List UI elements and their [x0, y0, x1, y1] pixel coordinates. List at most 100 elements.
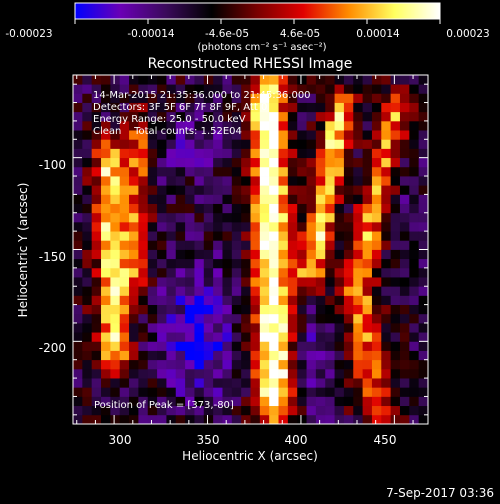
heatmap-cell: [138, 378, 149, 388]
heatmap-cell: [362, 84, 373, 94]
heatmap-cell: [231, 396, 242, 407]
heatmap-cell: [297, 387, 307, 397]
heatmap-cell: [259, 322, 270, 333]
heatmap-cell: [157, 350, 167, 361]
heatmap-cell: [343, 258, 354, 269]
heatmap-cell: [250, 368, 261, 379]
heatmap-cell: [147, 231, 158, 241]
heatmap-cell: [259, 194, 270, 204]
colorbar-unit-label: (photons cm⁻² s⁻¹ asec⁻²): [197, 42, 326, 53]
heatmap-cell: [371, 185, 382, 195]
heatmap-cell: [334, 75, 345, 85]
heatmap-cell: [110, 130, 121, 140]
heatmap-cell: [101, 387, 111, 397]
heatmap-cell: [138, 286, 149, 296]
heatmap-cell: [418, 405, 429, 416]
heatmap-cell: [343, 240, 354, 250]
heatmap-cell: [185, 387, 195, 397]
heatmap-cell: [241, 295, 251, 305]
heatmap-cell: [343, 194, 354, 204]
heatmap-cell: [399, 322, 410, 333]
heatmap-cell: [353, 368, 363, 379]
heatmap-cell: [315, 231, 326, 241]
heatmap-cell: [166, 322, 177, 333]
heatmap-cell: [334, 396, 345, 407]
heatmap-cell: [175, 313, 186, 324]
heatmap-cell: [82, 304, 93, 315]
heatmap-cell: [269, 277, 279, 287]
heatmap-cell: [138, 84, 149, 94]
heatmap-cell: [129, 322, 139, 333]
heatmap-cell: [157, 240, 167, 250]
heatmap-cell: [315, 93, 326, 103]
heatmap-cell: [222, 359, 233, 370]
heatmap-cell: [82, 185, 93, 195]
heatmap-cell: [73, 304, 83, 315]
colorbar-bar: [74, 2, 441, 20]
heatmap-cell: [241, 405, 251, 416]
heatmap-cell: [371, 414, 382, 425]
heatmap-cell: [306, 221, 317, 232]
heatmap-cell: [129, 166, 139, 177]
heatmap-cell: [390, 322, 401, 333]
heatmap-cell: [185, 102, 195, 113]
heatmap-cell: [297, 396, 307, 407]
heatmap-cell: [138, 341, 149, 351]
heatmap-cell: [343, 84, 354, 94]
heatmap-cell: [231, 341, 242, 351]
heatmap-cell: [390, 387, 401, 397]
heatmap-cell: [231, 313, 242, 324]
heatmap-cell: [194, 212, 205, 223]
heatmap-cell: [306, 341, 317, 351]
heatmap-cell: [157, 203, 167, 214]
heatmap-cell: [306, 396, 317, 407]
heatmap-cell: [101, 341, 111, 351]
heatmap-cell: [250, 295, 261, 305]
heatmap-cell: [185, 267, 195, 278]
heatmap-cell: [213, 157, 223, 168]
heatmap-cell: [259, 111, 270, 122]
heatmap-cell: [222, 203, 233, 214]
heatmap-cell: [222, 286, 233, 296]
heatmap-cell: [259, 93, 270, 103]
heatmap-cell: [166, 203, 177, 214]
heatmap-cell: [241, 130, 251, 140]
heatmap-cell: [334, 84, 345, 94]
heatmap-cell: [185, 350, 195, 361]
heatmap-cell: [259, 378, 270, 388]
heatmap-cell: [213, 350, 223, 361]
heatmap-cell: [343, 231, 354, 241]
heatmap-cell: [278, 176, 289, 186]
heatmap-cell: [362, 258, 373, 269]
heatmap-cell: [213, 368, 223, 379]
heatmap-cell: [91, 166, 102, 177]
heatmap-cell: [157, 258, 167, 269]
heatmap-cell: [91, 277, 102, 287]
heatmap-cell: [297, 221, 307, 232]
heatmap-cell: [129, 231, 139, 241]
heatmap-cell: [371, 304, 382, 315]
heatmap-cell: [110, 120, 121, 131]
heatmap-cell: [278, 359, 289, 370]
heatmap-cell: [166, 176, 177, 186]
heatmap-cell: [73, 166, 83, 177]
heatmap-cell: [119, 304, 130, 315]
heatmap-cell: [231, 139, 242, 149]
heatmap-cell: [418, 148, 429, 159]
heatmap-cell: [101, 258, 111, 269]
heatmap-cell: [353, 240, 363, 250]
heatmap-cell: [371, 350, 382, 361]
heatmap-cell: [175, 277, 186, 287]
heatmap-cell: [73, 350, 83, 361]
heatmap-cell: [343, 387, 354, 397]
heatmap-cell: [306, 322, 317, 333]
heatmap-cell: [101, 313, 111, 324]
heatmap-cell: [129, 148, 139, 159]
heatmap-cell: [381, 231, 392, 241]
heatmap-cell: [287, 322, 298, 333]
heatmap-cell: [101, 240, 111, 250]
heatmap-cell: [381, 359, 392, 370]
heatmap-cell: [203, 304, 214, 315]
heatmap-cell: [157, 231, 167, 241]
heatmap-cell: [129, 359, 139, 370]
